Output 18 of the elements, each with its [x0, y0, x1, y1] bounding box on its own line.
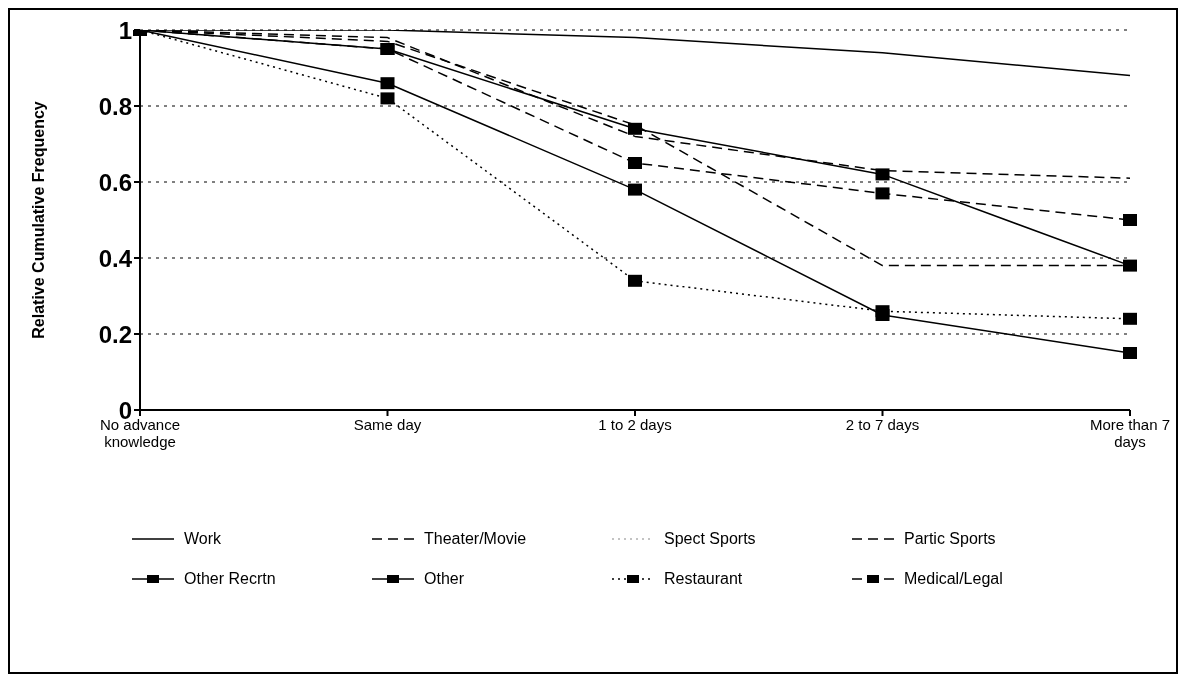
x-tick-label: Same day: [353, 416, 422, 433]
y-tick-label: 1: [118, 16, 132, 44]
y-tick-label: 0.8: [98, 92, 132, 120]
x-tick-label: 2 to 7 days: [845, 416, 920, 433]
y-tick-label: 0.6: [98, 168, 132, 196]
legend-label: Other: [424, 570, 465, 588]
legend-label: Partic Sports: [904, 530, 996, 548]
legend-label: Medical/Legal: [904, 570, 1003, 588]
x-tick-label: 1 to 2 days: [598, 416, 672, 433]
legend-label: Work: [184, 530, 222, 548]
y-axis-title: Relative Cumulative Frequency: [29, 101, 47, 339]
y-tick-label: 0.2: [98, 320, 132, 348]
legend-label: Other Recrtn: [184, 570, 276, 588]
y-tick-label: 0.4: [98, 244, 133, 272]
legend-label: Spect Sports: [664, 530, 756, 548]
x-tick-label: More than 7 days: [1089, 416, 1171, 450]
legend-label: Restaurant: [664, 570, 743, 588]
legend-label: Theater/Movie: [424, 530, 527, 548]
